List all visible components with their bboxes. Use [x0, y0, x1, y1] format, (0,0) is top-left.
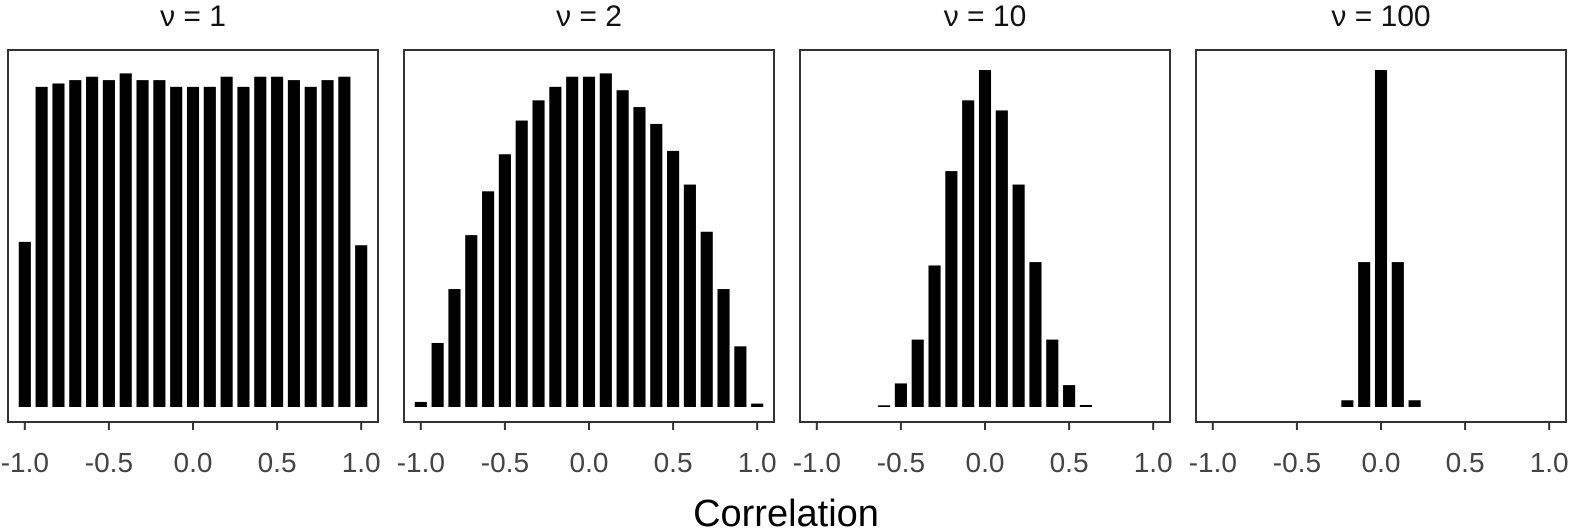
histogram-panel-1: ν = 1 -1.0 -0.5 0.0 0.5 1.0 [1, 0, 381, 478]
histogram-bar [878, 405, 891, 407]
histogram-bar [995, 110, 1008, 407]
histogram-bar [69, 80, 82, 408]
histogram-bar [136, 80, 149, 408]
histogram-bar [1358, 262, 1371, 407]
histogram-bar [566, 76, 579, 408]
x-tick-label: -1.0 [1, 447, 49, 478]
histogram-bar [734, 346, 747, 407]
histogram-bar [962, 100, 975, 407]
histogram-bar [911, 339, 924, 407]
histogram-bar [304, 86, 317, 407]
histogram-bar [448, 289, 461, 407]
histogram-bar [153, 80, 166, 408]
x-tick-label: -0.5 [85, 447, 133, 478]
histogram-bar [1391, 262, 1404, 407]
histogram-bar [482, 191, 495, 407]
histogram-bar [1341, 400, 1354, 407]
x-tick-label: 1.0 [342, 447, 381, 478]
histogram-bar [52, 83, 65, 407]
histogram-bar [683, 184, 696, 407]
histogram-bar [1012, 184, 1025, 407]
histogram-bar [978, 70, 992, 407]
x-tick-label: 0.5 [1446, 447, 1485, 478]
histogram-bar [170, 86, 183, 407]
histogram-bar [498, 154, 511, 407]
x-axis-label: Correlation [693, 493, 879, 532]
histogram-bar [271, 76, 284, 408]
histogram-bar [549, 86, 562, 407]
histogram-panel-3: ν = 10 -1.0 -0.5 0.0 0.5 1.0 [793, 0, 1173, 478]
histogram-bar [102, 80, 115, 408]
x-tick-label: 0.5 [654, 447, 693, 478]
histogram-bar [203, 86, 216, 407]
x-tick-label: -0.5 [1273, 447, 1321, 478]
histogram-bar [532, 100, 545, 407]
x-tick-label: 0.0 [570, 447, 609, 478]
histogram-bar [945, 171, 958, 407]
histogram-bar [650, 123, 663, 408]
histogram-bar [700, 231, 713, 407]
histogram-bar [1063, 385, 1076, 407]
histogram-bar [751, 403, 764, 407]
histogram-bar [1029, 262, 1042, 407]
histogram-bar [633, 107, 646, 407]
histogram-bar [894, 383, 907, 407]
histogram-bar [667, 150, 680, 407]
histogram-bar [599, 73, 612, 408]
panel-title: ν = 1 [160, 0, 226, 33]
histogram-bar [355, 245, 368, 407]
histogram-bar [515, 120, 528, 408]
x-tick-label: 1.0 [738, 447, 777, 478]
x-tick-label: 0.0 [1362, 447, 1401, 478]
histogram-bar [414, 401, 427, 407]
histogram-bar [254, 76, 267, 408]
histogram-panel-4: ν = 100 -1.0 -0.5 0.0 0.5 1.0 [1189, 0, 1569, 478]
histogram-bar [86, 76, 99, 408]
histogram-bar [616, 90, 629, 407]
histogram-bar [465, 235, 478, 407]
x-tick-label: 0.0 [174, 447, 213, 478]
histogram-bar [321, 80, 334, 408]
histogram-bar [1079, 404, 1092, 407]
x-tick-label: 1.0 [1530, 447, 1569, 478]
x-tick-label: -1.0 [397, 447, 445, 478]
panel-title: ν = 100 [1331, 0, 1430, 33]
x-tick-label: 0.5 [1050, 447, 1089, 478]
histogram-panel-2: ν = 2 -1.0 -0.5 0.0 0.5 1.0 [397, 0, 777, 478]
x-tick-label: 1.0 [1134, 447, 1173, 478]
histogram-bar [717, 289, 730, 407]
x-tick-label: -1.0 [793, 447, 841, 478]
histogram-bar [287, 80, 300, 408]
x-tick-label: -0.5 [481, 447, 529, 478]
histogram-bar [1408, 400, 1421, 407]
panel-title: ν = 10 [944, 0, 1027, 33]
histogram-bar [18, 241, 31, 407]
histogram-bar [338, 76, 351, 408]
histogram-bar [431, 342, 444, 407]
histogram-bar [220, 76, 233, 408]
x-tick-label: -1.0 [1189, 447, 1237, 478]
x-tick-label: 0.5 [258, 447, 297, 478]
histogram-bar [582, 76, 596, 408]
histogram-bar [186, 86, 200, 407]
histogram-bar [1374, 70, 1388, 407]
histogram-bar [237, 86, 250, 407]
histogram-bar [928, 265, 941, 407]
panel-title: ν = 2 [556, 0, 622, 33]
histogram-bar [119, 73, 132, 408]
histogram-bar [35, 86, 48, 407]
x-tick-label: 0.0 [966, 447, 1005, 478]
histogram-bar [1046, 339, 1059, 407]
x-tick-label: -0.5 [877, 447, 925, 478]
